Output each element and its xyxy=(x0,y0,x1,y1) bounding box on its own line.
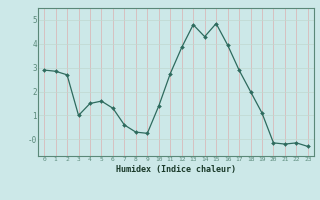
X-axis label: Humidex (Indice chaleur): Humidex (Indice chaleur) xyxy=(116,165,236,174)
